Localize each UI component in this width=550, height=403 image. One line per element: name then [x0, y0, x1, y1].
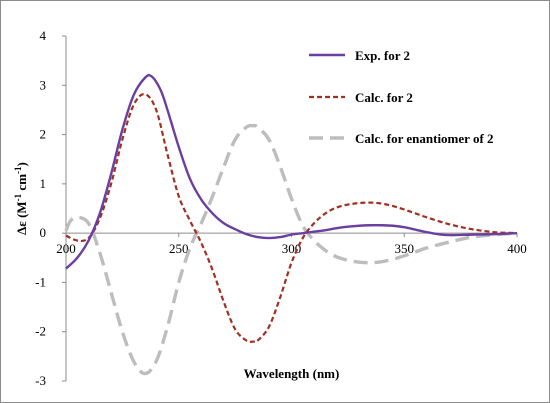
x-tick-label: 350 [395, 241, 415, 256]
axes: -3 -2 -1 0 1 2 3 4 200 250 300 350 400 [35, 28, 527, 388]
x-tick-label: 400 [507, 241, 527, 256]
x-tick-label: 300 [282, 241, 302, 256]
legend-label-0: Exp. for 2 [355, 48, 410, 63]
y-tick-label: -3 [35, 373, 46, 388]
y-tick-label: -2 [35, 324, 46, 339]
series-line-1 [65, 92, 518, 344]
y-tick-label: 4 [40, 28, 47, 43]
y-title-part: Δε (M [14, 201, 29, 235]
y-title-part: cm [14, 174, 29, 194]
y-tick-label: 3 [40, 77, 47, 92]
y-title-superscript: -1 [13, 166, 23, 174]
y-tick-label: 0 [40, 225, 47, 240]
series-line-0 [65, 73, 518, 270]
x-axis-title: Wavelength (nm) [244, 366, 340, 381]
series-line-2 [64, 123, 518, 376]
x-tick-label: 250 [169, 241, 189, 256]
y-title-part: ) [14, 162, 29, 166]
series-layer [64, 73, 518, 376]
y-title-superscript: -1 [13, 193, 23, 201]
legend-label-2: Calc. for enantiomer of 2 [355, 131, 494, 146]
y-tick-label: 1 [40, 176, 47, 191]
y-axis-title: Δε (M-1 cm-1) [13, 162, 29, 235]
x-tick-label: 200 [56, 241, 76, 256]
legend: Exp. for 2 Calc. for 2 Calc. for enantiome… [309, 48, 494, 146]
y-tick-label: -1 [35, 274, 46, 289]
y-tick-label: 2 [40, 127, 47, 142]
legend-label-1: Calc. for 2 [355, 90, 413, 105]
